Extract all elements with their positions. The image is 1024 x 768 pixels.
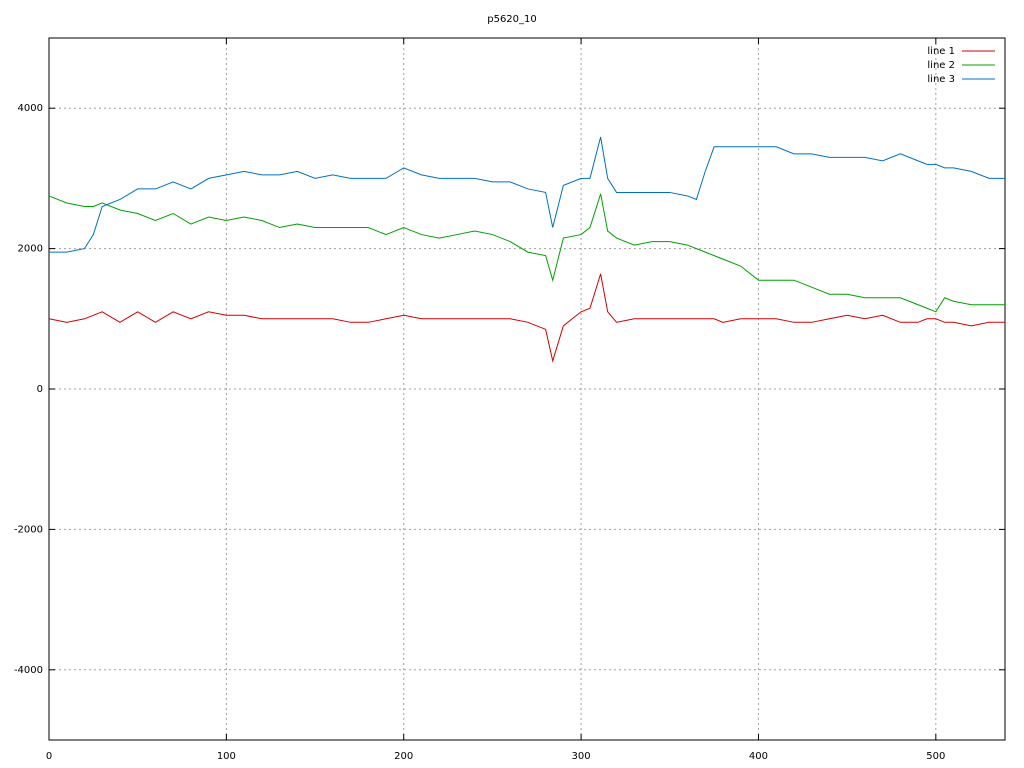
y-tick-label: -4000 [14,665,43,676]
data-line [49,136,1005,253]
y-tick-label: 0 [37,384,43,395]
x-tick-label: 300 [572,751,591,762]
x-tick-label: 0 [46,751,52,762]
chart-title: p5620_10 [487,14,537,25]
legend-label: line 1 [927,46,955,57]
x-tick-label: 100 [217,751,236,762]
legend-label: line 3 [927,74,955,85]
x-tick-label: 500 [926,751,945,762]
y-tick-label: 2000 [18,244,43,255]
x-tick-label: 400 [749,751,768,762]
data-line [48,193,1005,313]
x-tick-label: 200 [394,751,413,762]
legend-label: line 2 [927,60,955,71]
y-tick-label: 4000 [18,103,43,114]
data-line [48,273,1005,363]
y-tick-label: -2000 [14,524,43,535]
plot-frame [48,37,1006,741]
